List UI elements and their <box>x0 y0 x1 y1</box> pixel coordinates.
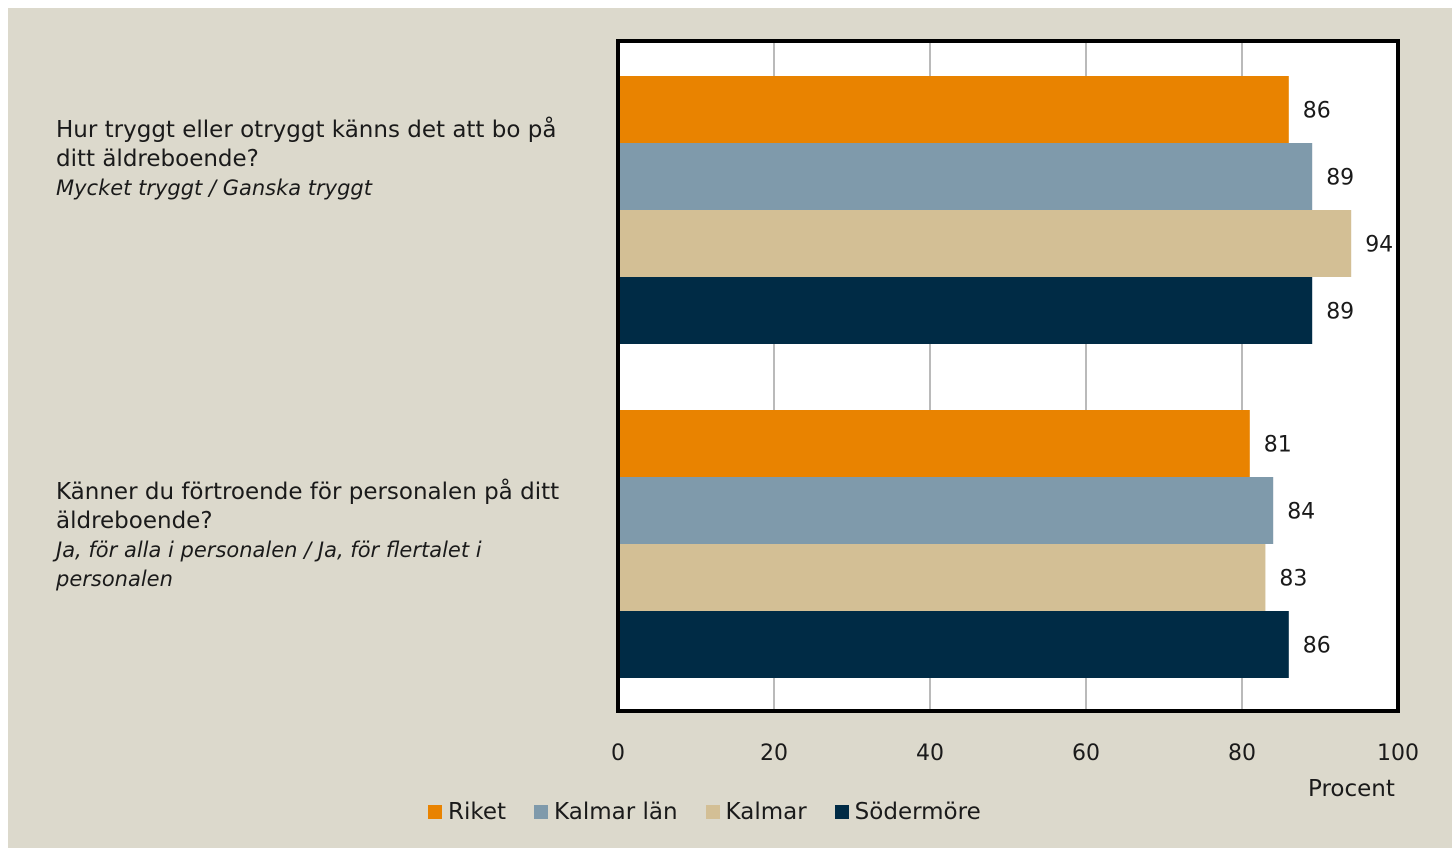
plot-frame <box>616 39 1400 713</box>
legend-item-kalmar: Kalmar <box>705 799 807 825</box>
bar-kalmar-cat1 <box>618 210 1352 277</box>
x-tick-label-20: 20 <box>760 741 788 766</box>
legend-label-kalmar: Kalmar <box>725 799 807 825</box>
bar-s-derm-re-cat2 <box>618 611 1289 678</box>
legend-swatch-kalmar <box>705 805 720 819</box>
bar-riket-cat2 <box>618 410 1250 477</box>
chart-container: Hur tryggt eller otryggt känns det att b… <box>8 8 1452 848</box>
data-label-riket-cat1: 86 <box>1303 99 1331 124</box>
bar-kalmar-cat2 <box>618 544 1266 611</box>
legend-item-riket: Riket <box>428 799 506 825</box>
legend-label-riket: Riket <box>448 799 507 825</box>
x-tick-label-40: 40 <box>916 741 944 766</box>
data-label-kalmar-l-n-cat2: 84 <box>1287 500 1315 525</box>
category-answer-1: Mycket tryggt / Ganska tryggt <box>56 176 372 200</box>
legend-label-sodermore: Södermöre <box>854 799 981 825</box>
x-tick-label-0: 0 <box>611 741 625 766</box>
data-label-kalmar-cat2: 83 <box>1279 567 1307 592</box>
x-tick-label-100: 100 <box>1377 741 1419 766</box>
category-question-1: Hur tryggt eller otryggt känns det att b… <box>56 117 557 172</box>
category-label-2: Känner du förtroende för personalen på d… <box>56 478 596 594</box>
legend: Riket Kalmar län Kalmar Södermöre <box>428 799 1009 825</box>
legend-swatch-sodermore <box>834 805 849 819</box>
legend-swatch-riket <box>428 805 442 819</box>
x-axis-title: Procent <box>1308 776 1395 802</box>
x-tick-label-80: 80 <box>1228 741 1256 766</box>
data-label-riket-cat2: 81 <box>1264 433 1292 458</box>
legend-item-sodermore: Södermöre <box>834 799 981 825</box>
category-label-1: Hur tryggt eller otryggt känns det att b… <box>56 116 596 203</box>
x-tick-label-60: 60 <box>1072 741 1100 766</box>
data-label-kalmar-l-n-cat1: 89 <box>1326 166 1354 191</box>
legend-item-kalmar-lan: Kalmar län <box>534 799 678 825</box>
category-answer-2: Ja, för alla i personalen / Ja, för fler… <box>56 538 482 591</box>
plot-area: 86 81 89 84 94 83 89 86 0 20 40 60 80 100 <box>611 39 1419 766</box>
data-label-s-derm-re-cat1: 89 <box>1326 300 1354 325</box>
bar-kalmar-l-n-cat1 <box>618 143 1313 210</box>
bar-s-derm-re-cat1 <box>618 277 1313 344</box>
data-label-s-derm-re-cat2: 86 <box>1303 634 1331 659</box>
legend-label-kalmar-lan: Kalmar län <box>554 799 678 825</box>
bar-kalmar-l-n-cat2 <box>618 477 1274 544</box>
data-label-kalmar-cat1: 94 <box>1365 233 1393 258</box>
category-question-2: Känner du förtroende för personalen på d… <box>56 479 560 534</box>
legend-swatch-kalmar-lan <box>534 805 549 819</box>
bar-riket-cat1 <box>618 76 1289 143</box>
